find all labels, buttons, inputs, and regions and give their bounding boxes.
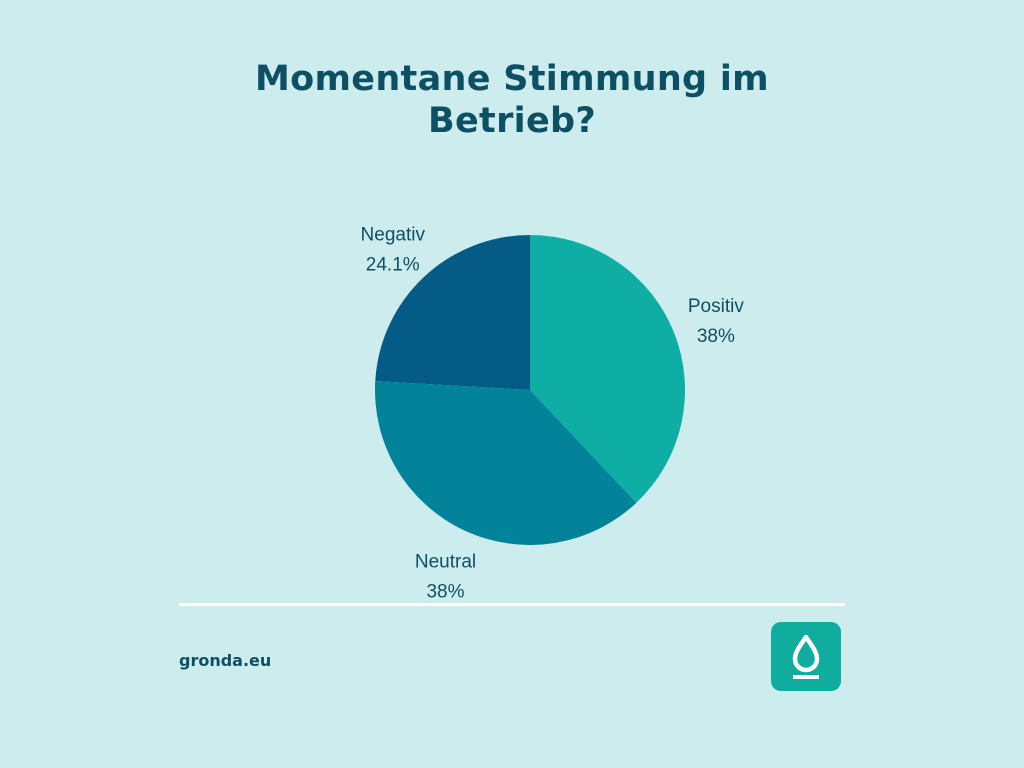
pie-slice-positiv bbox=[530, 235, 686, 503]
slice-value-positiv: 38% bbox=[697, 326, 735, 347]
chart-title: Momentane Stimmung im Betrieb? bbox=[255, 59, 769, 141]
water-drop-icon bbox=[792, 634, 820, 679]
divider bbox=[179, 603, 845, 606]
pie-labels: Positiv 38% Neutral 38% Negativ 24.1% bbox=[361, 225, 745, 603]
pie-slices bbox=[375, 235, 686, 545]
slice-value-negativ: 24.1% bbox=[366, 255, 420, 276]
slice-label-negativ: Negativ bbox=[361, 225, 426, 246]
slice-label-neutral: Neutral bbox=[415, 551, 476, 572]
logo-badge bbox=[771, 622, 841, 691]
slice-value-neutral: 38% bbox=[426, 581, 464, 602]
brand-link[interactable]: gronda.eu bbox=[179, 651, 272, 670]
pie-slice-neutral bbox=[375, 381, 637, 545]
pie-slice-negativ bbox=[375, 235, 530, 390]
slice-label-positiv: Positiv bbox=[688, 296, 744, 317]
